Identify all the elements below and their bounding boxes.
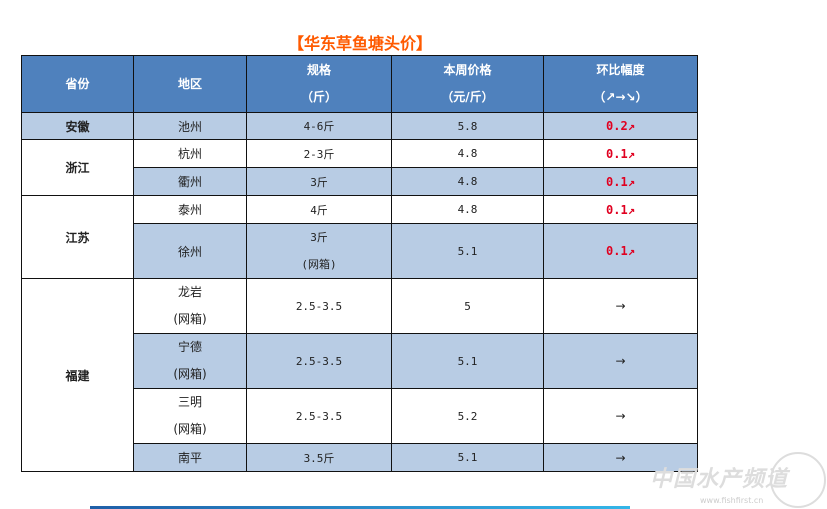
table-row: 南平 3.5斤 5.1 → bbox=[21, 443, 698, 472]
header-price-line2: （元/斤） bbox=[441, 90, 494, 104]
header-change: 环比幅度 （↗→↘） bbox=[543, 55, 698, 113]
province-cell: 江苏 bbox=[21, 195, 134, 279]
province-cell: 浙江 bbox=[21, 139, 134, 196]
header-spec-line1: 规格 bbox=[306, 63, 331, 77]
spec-cell: 3斤 (网箱) bbox=[246, 223, 392, 279]
spec-cell: 2.5-3.5 bbox=[246, 278, 392, 334]
header-province: 省份 bbox=[21, 55, 134, 113]
price-cell: 4.8 bbox=[391, 139, 544, 168]
globe-logo-icon bbox=[770, 452, 826, 508]
price-cell: 5 bbox=[391, 278, 544, 334]
region-cell: 杭州 bbox=[133, 139, 247, 168]
spec-cell: 4-6斤 bbox=[246, 112, 392, 140]
table-row: 安徽 池州 4-6斤 5.8 0.2↗ bbox=[21, 112, 698, 140]
region-line2: (网箱) bbox=[173, 312, 207, 326]
change-cell: → bbox=[543, 388, 698, 444]
region-line2: (网箱) bbox=[173, 367, 207, 381]
spec-line2: (网箱) bbox=[301, 258, 337, 271]
table-row: 浙江 杭州 2-3斤 4.8 0.1↗ bbox=[21, 139, 698, 196]
change-cell: 0.1↗ bbox=[543, 195, 698, 224]
price-cell: 5.1 bbox=[391, 333, 544, 389]
province-cell: 安徽 bbox=[21, 112, 134, 140]
watermark-url: www.fishfirst.cn bbox=[700, 496, 764, 505]
header-price-line1: 本周价格 bbox=[443, 63, 492, 77]
price-cell: 5.2 bbox=[391, 388, 544, 444]
region-cell: 龙岩 (网箱) bbox=[133, 278, 247, 334]
header-spec-line2: （斤） bbox=[300, 90, 337, 104]
region-cell: 池州 bbox=[133, 112, 247, 140]
bottom-divider bbox=[90, 506, 630, 509]
header-change-line2: （↗→↘） bbox=[593, 90, 648, 104]
region-cell: 三明 (网箱) bbox=[133, 388, 247, 444]
change-cell: → bbox=[543, 333, 698, 389]
price-table: 省份 地区 规格 （斤） 本周价格 （元/斤） 环比幅度 （↗→↘） 安徽 池州 4-… bbox=[21, 55, 698, 472]
table-row: 徐州 3斤 (网箱) 5.1 0.1↗ bbox=[21, 223, 698, 279]
spec-cell: 3斤 bbox=[246, 167, 392, 196]
header-change-line1: 环比幅度 bbox=[596, 63, 645, 77]
region-cell: 徐州 bbox=[133, 223, 247, 279]
spec-cell: 2-3斤 bbox=[246, 139, 392, 168]
price-cell: 5.1 bbox=[391, 443, 544, 472]
watermark-text: 中国水产频道 bbox=[650, 467, 789, 492]
province-cell: 福建 bbox=[21, 278, 134, 472]
spec-cell: 4斤 bbox=[246, 195, 392, 224]
page-title: 【华东草鱼塘头价】 bbox=[287, 34, 432, 53]
region-line1: 龙岩 bbox=[177, 285, 202, 299]
price-cell: 5.8 bbox=[391, 112, 544, 140]
header-spec: 规格 （斤） bbox=[246, 55, 392, 113]
spec-line1: 3斤 bbox=[310, 231, 328, 244]
table-row: 福建 龙岩 (网箱) 2.5-3.5 5 → bbox=[21, 278, 698, 472]
region-line1: 宁德 bbox=[177, 340, 202, 354]
region-line2: (网箱) bbox=[173, 422, 207, 436]
header-region: 地区 bbox=[133, 55, 247, 113]
region-cell: 衢州 bbox=[133, 167, 247, 196]
spec-cell: 3.5斤 bbox=[246, 443, 392, 472]
table-row: 江苏 泰州 4斤 4.8 0.1↗ bbox=[21, 195, 698, 279]
change-cell: → bbox=[543, 443, 698, 472]
change-cell: → bbox=[543, 278, 698, 334]
header-price: 本周价格 （元/斤） bbox=[391, 55, 544, 113]
change-cell: 0.1↗ bbox=[543, 223, 698, 279]
table-row: 衢州 3斤 4.8 0.1↗ bbox=[21, 167, 698, 196]
change-cell: 0.1↗ bbox=[543, 167, 698, 196]
price-cell: 4.8 bbox=[391, 167, 544, 196]
price-cell: 5.1 bbox=[391, 223, 544, 279]
price-cell: 4.8 bbox=[391, 195, 544, 224]
region-cell: 南平 bbox=[133, 443, 247, 472]
region-cell: 泰州 bbox=[133, 195, 247, 224]
table-row: 宁德 (网箱) 2.5-3.5 5.1 → bbox=[21, 333, 698, 389]
table-row: 三明 (网箱) 2.5-3.5 5.2 → bbox=[21, 388, 698, 444]
change-cell: 0.1↗ bbox=[543, 139, 698, 168]
region-cell: 宁德 (网箱) bbox=[133, 333, 247, 389]
spec-cell: 2.5-3.5 bbox=[246, 388, 392, 444]
change-cell: 0.2↗ bbox=[543, 112, 698, 140]
region-line1: 三明 bbox=[177, 395, 202, 409]
header-row: 省份 地区 规格 （斤） 本周价格 （元/斤） 环比幅度 （↗→↘） bbox=[21, 55, 698, 113]
spec-cell: 2.5-3.5 bbox=[246, 333, 392, 389]
